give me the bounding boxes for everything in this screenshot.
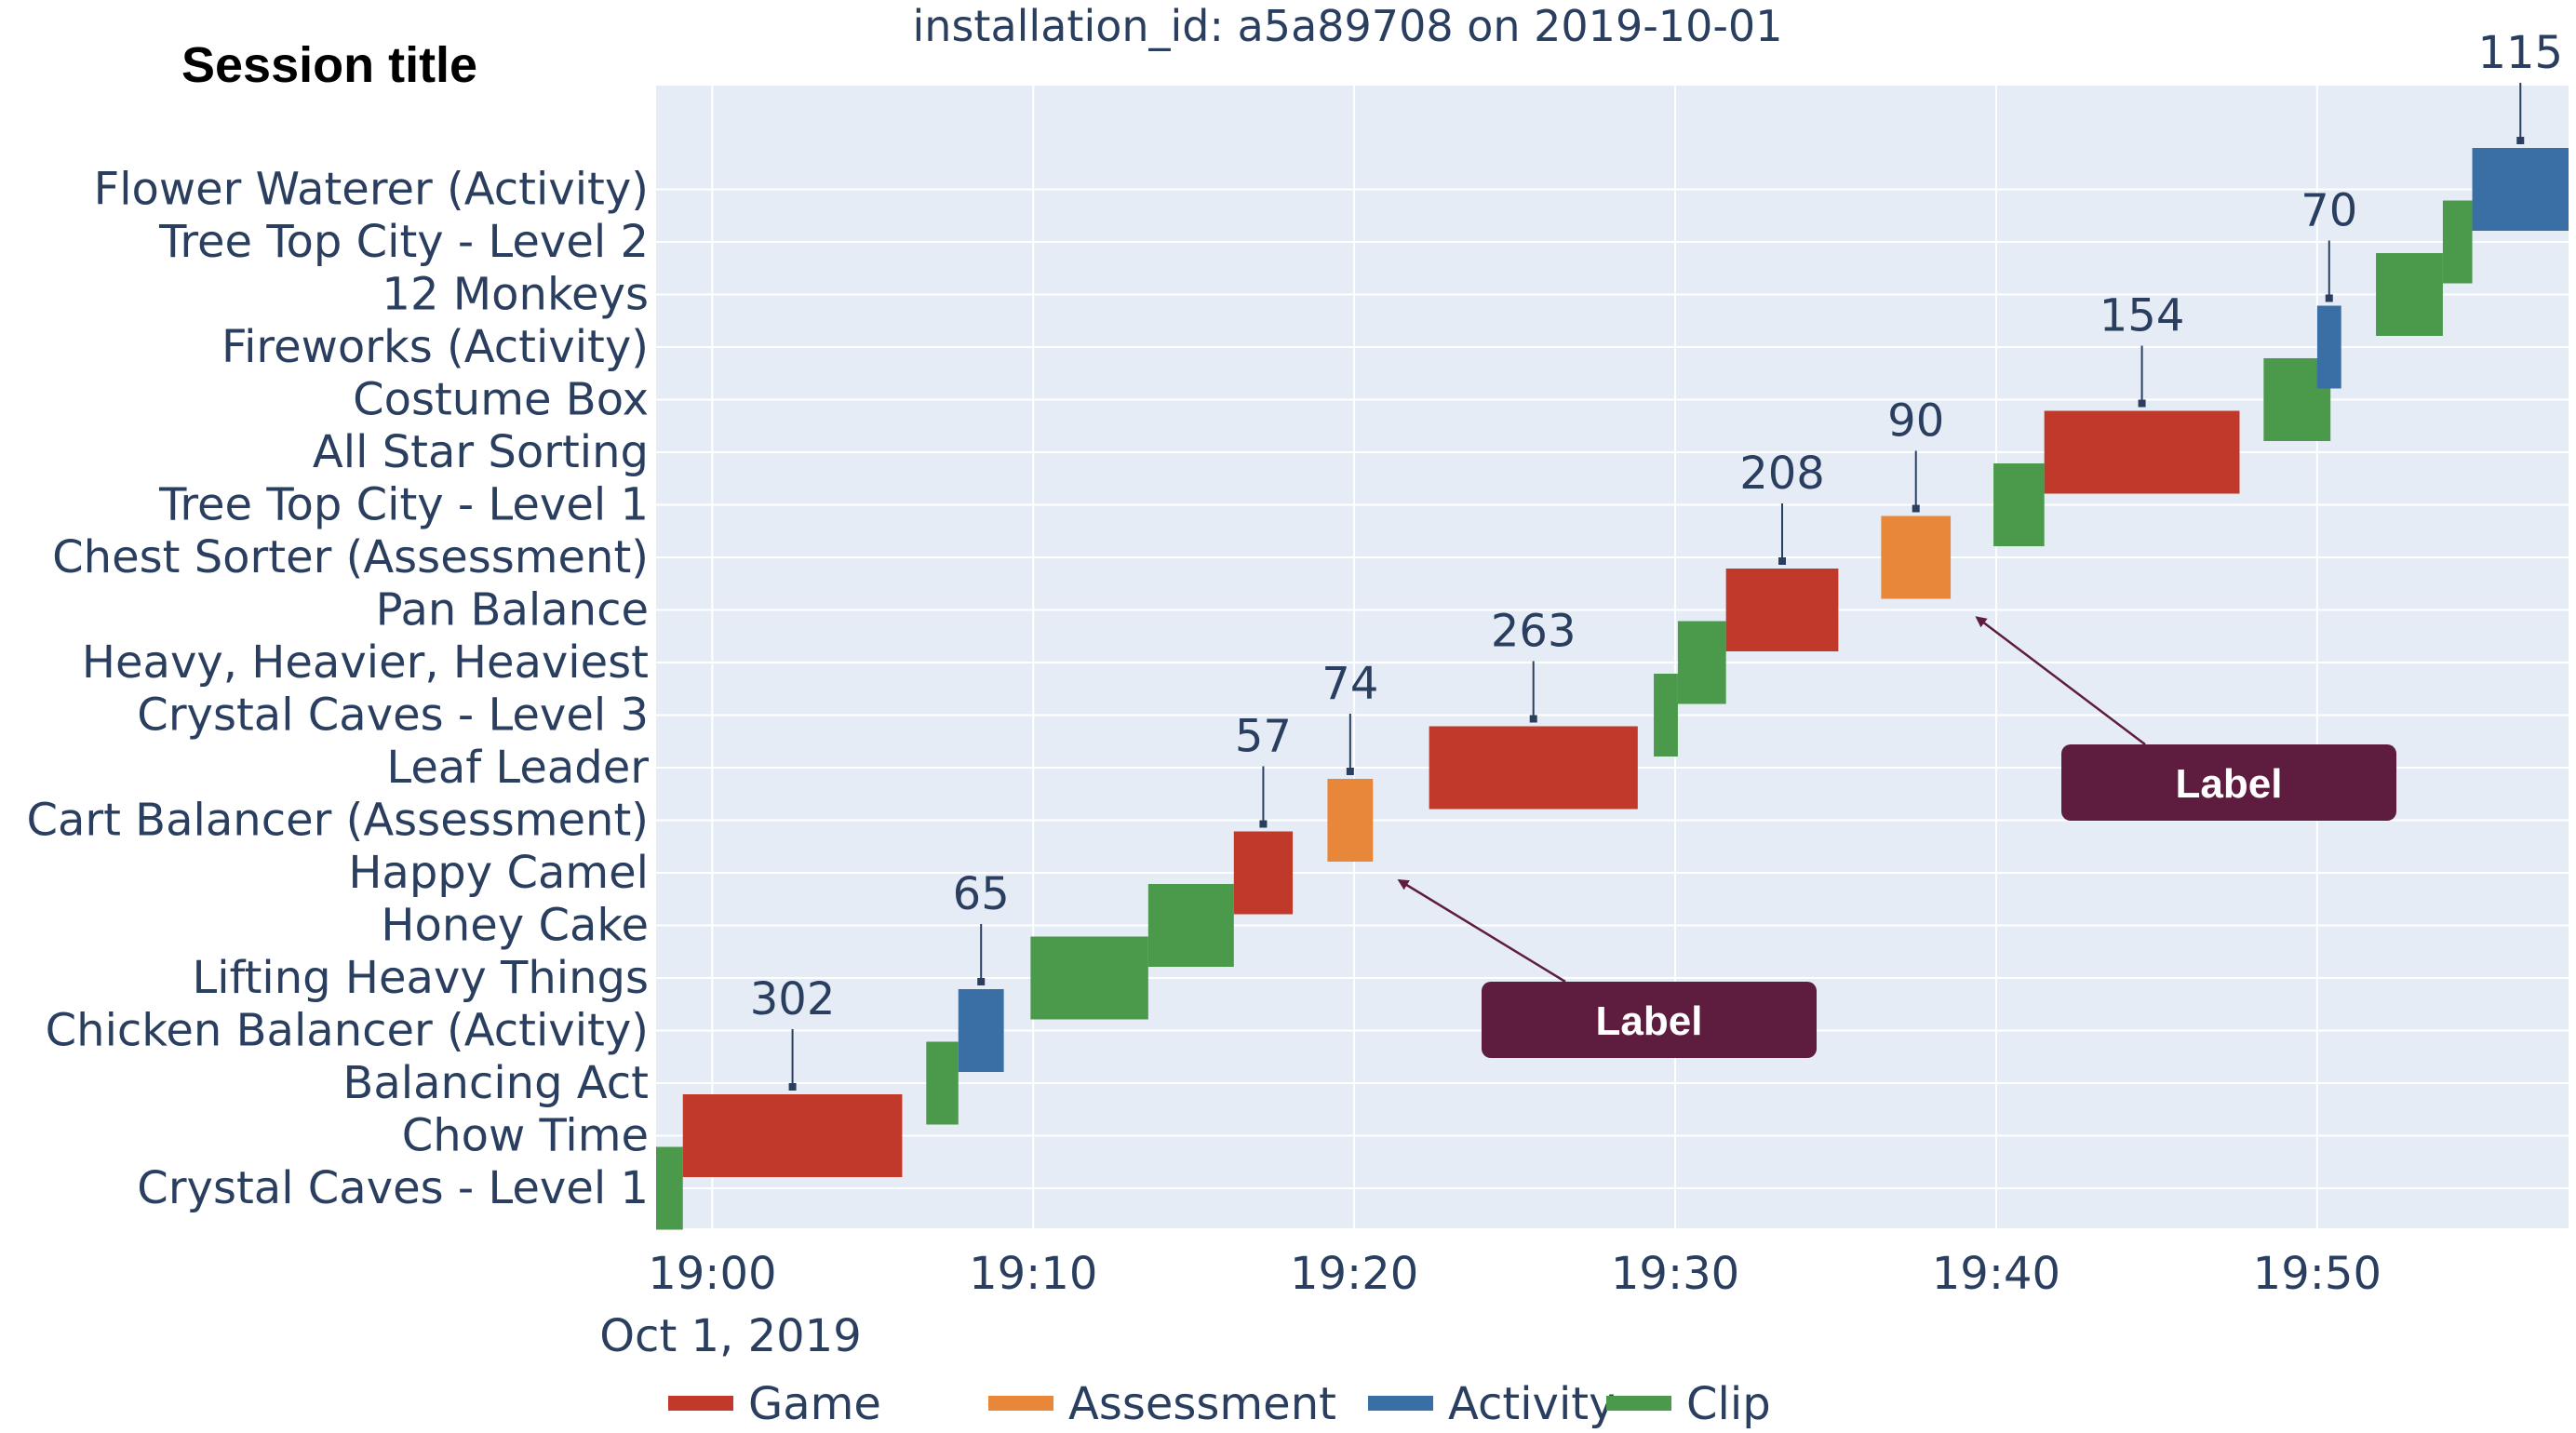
y-label-leaf-leader: Leaf Leader bbox=[386, 742, 649, 794]
bar-all-star-sorting bbox=[2044, 410, 2240, 494]
session-title-label: Session title bbox=[181, 37, 477, 93]
duration-marker bbox=[1259, 820, 1268, 828]
bar-12-monkeys bbox=[2376, 253, 2443, 336]
legend-label-activity: Activity bbox=[1448, 1378, 1616, 1430]
duration-label-cart-balancer-assessment: 74 bbox=[1322, 658, 1378, 710]
bar-fireworks-activity bbox=[2316, 305, 2341, 389]
y-label-chicken-balancer-activity: Chicken Balancer (Activity) bbox=[46, 1005, 649, 1057]
annotations: Label Label bbox=[1397, 616, 2396, 1058]
annotation-arrow bbox=[1397, 878, 1566, 984]
duration-marker bbox=[1778, 557, 1787, 565]
bar-happy-camel bbox=[1233, 831, 1294, 915]
chart-title: installation_id: a5a89708 on 2019-10-01 bbox=[913, 1, 1783, 51]
bar-pan-balance bbox=[1725, 569, 1839, 651]
legend-label-clip: Clip bbox=[1686, 1378, 1771, 1430]
y-label-pan-balance: Pan Balance bbox=[376, 584, 649, 636]
bar-chow-time bbox=[682, 1094, 903, 1177]
bar-heavy-heavier-heaviest bbox=[1677, 621, 1726, 704]
x-tick-label: 19:10 bbox=[969, 1248, 1097, 1300]
duration-marker bbox=[2325, 294, 2333, 302]
duration-label-chow-time: 302 bbox=[750, 973, 836, 1025]
duration-marker bbox=[1529, 715, 1537, 723]
x-tick-label: 19:20 bbox=[1290, 1248, 1418, 1300]
duration-marker bbox=[2138, 399, 2146, 408]
y-label-chow-time: Chow Time bbox=[402, 1110, 649, 1162]
x-tick-label: 19:40 bbox=[1932, 1248, 2060, 1300]
duration-label-chicken-balancer-activity: 65 bbox=[953, 868, 1010, 920]
duration-label-flower-waterer-activity: 115 bbox=[2477, 27, 2563, 79]
bar-flower-waterer-activity bbox=[2472, 148, 2569, 231]
grid-lines bbox=[656, 86, 2569, 1228]
annotation-box bbox=[2061, 744, 2396, 821]
y-label-balancing-act: Balancing Act bbox=[342, 1057, 649, 1109]
duration-marker bbox=[1346, 768, 1354, 775]
y-label-cart-balancer-assessment: Cart Balancer (Assessment) bbox=[26, 795, 649, 847]
bar-chest-sorter-assessment bbox=[1881, 516, 1952, 599]
bar-crystal-caves-level-1 bbox=[656, 1146, 683, 1230]
y-label-happy-camel: Happy Camel bbox=[348, 847, 649, 899]
x-tick-label: 19:00 bbox=[648, 1248, 776, 1300]
duration-marker bbox=[2516, 137, 2525, 144]
y-label-costume-box: Costume Box bbox=[353, 374, 649, 426]
y-label-flower-waterer-activity: Flower Waterer (Activity) bbox=[94, 164, 649, 216]
y-label-all-star-sorting: All Star Sorting bbox=[313, 426, 649, 478]
annotation-label: Label bbox=[1596, 998, 1703, 1044]
y-label-crystal-caves-level-3: Crystal Caves - Level 3 bbox=[137, 690, 649, 742]
duration-label-fireworks-activity: 70 bbox=[2301, 185, 2357, 237]
y-label-honey-cake: Honey Cake bbox=[381, 900, 649, 952]
duration-marker bbox=[1912, 504, 1920, 513]
duration-label-all-star-sorting: 154 bbox=[2100, 290, 2185, 342]
y-label-fireworks-activity: Fireworks (Activity) bbox=[221, 321, 649, 373]
x-axis-ticks: 19:00 19:10 19:20 19:30 19:40 19:50 bbox=[648, 1248, 2381, 1300]
session-bars bbox=[656, 148, 2569, 1230]
legend-label-game: Game bbox=[748, 1378, 881, 1430]
legend-label-assessment: Assessment bbox=[1068, 1378, 1336, 1430]
duration-labels: 302 65 57 74 263 208 90 154 70 115 bbox=[750, 27, 2563, 1091]
bar-tree-top-city-level-1 bbox=[1993, 463, 2045, 546]
y-label-tree-top-city-level-1: Tree Top City - Level 1 bbox=[158, 479, 649, 531]
x-axis-date-label: Oct 1, 2019 bbox=[599, 1310, 861, 1362]
duration-label-pan-balance: 208 bbox=[1739, 448, 1825, 500]
duration-label-chest-sorter-assessment: 90 bbox=[1887, 395, 1944, 448]
y-label-lifting-heavy-things: Lifting Heavy Things bbox=[192, 952, 649, 1004]
bar-chicken-balancer-activity bbox=[958, 989, 1004, 1072]
bar-balancing-act bbox=[926, 1041, 959, 1125]
y-label-chest-sorter-assessment: Chest Sorter (Assessment) bbox=[52, 531, 649, 583]
bar-honey-cake bbox=[1147, 884, 1234, 967]
duration-marker bbox=[977, 978, 986, 985]
bar-leaf-leader bbox=[1429, 726, 1638, 810]
x-tick-label: 19:50 bbox=[2253, 1248, 2381, 1300]
duration-label-happy-camel: 57 bbox=[1235, 711, 1292, 763]
annotation-arrow bbox=[1975, 616, 2146, 745]
duration-label-leaf-leader: 263 bbox=[1491, 606, 1576, 658]
annotation-label: Label bbox=[2176, 761, 2283, 807]
bar-cart-balancer-assessment bbox=[1327, 779, 1374, 862]
y-label-tree-top-city-level-2: Tree Top City - Level 2 bbox=[158, 216, 649, 268]
duration-marker bbox=[788, 1083, 797, 1091]
y-label-12-monkeys: 12 Monkeys bbox=[382, 269, 649, 321]
y-label-crystal-caves-level-1: Crystal Caves - Level 1 bbox=[137, 1162, 649, 1214]
annotation-box bbox=[1482, 982, 1817, 1058]
legend: Game Assessment Activity Clip bbox=[668, 1378, 1771, 1430]
bar-crystal-caves-level-3 bbox=[1654, 674, 1678, 757]
y-label-heavy-heavier-heaviest: Heavy, Heavier, Heaviest bbox=[82, 636, 649, 689]
x-tick-label: 19:30 bbox=[1611, 1248, 1739, 1300]
bar-tree-top-city-level-2 bbox=[2442, 200, 2473, 284]
bar-lifting-heavy-things bbox=[1030, 936, 1148, 1020]
